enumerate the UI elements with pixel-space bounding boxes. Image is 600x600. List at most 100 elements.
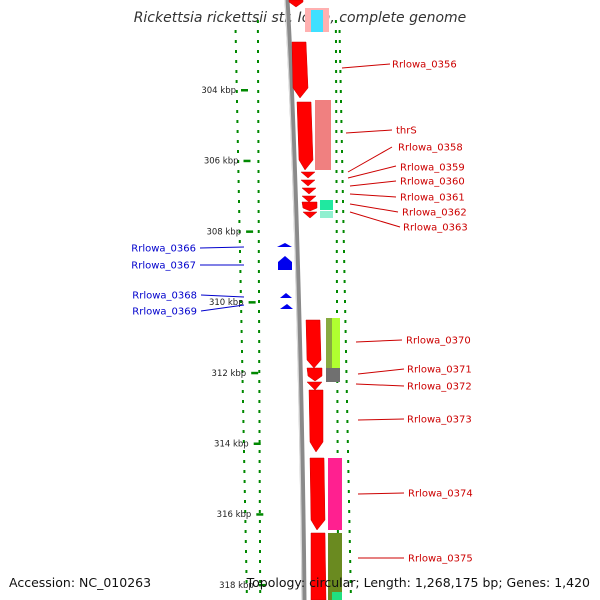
leader-line xyxy=(199,246,245,249)
tick-dot xyxy=(241,390,244,393)
tick-dot xyxy=(259,590,262,593)
ruler-tick xyxy=(243,159,251,163)
tick-dot xyxy=(241,350,243,353)
gene-label[interactable]: thrS xyxy=(396,126,417,137)
gene-label[interactable]: Rrlowa_0359 xyxy=(400,163,465,174)
tick-dot xyxy=(340,110,343,113)
gene-label[interactable]: Rrlowa_0371 xyxy=(407,365,472,376)
tick-dot xyxy=(235,60,238,63)
gene-label[interactable]: Rrlowa_0362 xyxy=(402,208,467,219)
gene-label[interactable]: Rrlowa_0375 xyxy=(408,554,473,565)
gene-label[interactable]: Rrlowa_0373 xyxy=(407,415,472,426)
tick-dot xyxy=(335,50,337,53)
tick-dot xyxy=(343,290,346,293)
tick-dot xyxy=(342,220,345,223)
gene-label[interactable]: Rrlowa_0358 xyxy=(398,143,463,154)
tick-dot xyxy=(339,90,342,93)
tick-dot xyxy=(339,80,342,83)
accession-text: Accession: NC_010263 xyxy=(9,575,152,590)
gene-label[interactable]: Rrlowa_0361 xyxy=(400,193,465,204)
tick-dot xyxy=(346,400,348,403)
cds-arrow xyxy=(305,319,322,369)
tick-dot xyxy=(236,120,239,123)
gene-label[interactable]: Rrlowa_0368 xyxy=(132,291,197,302)
gene-label[interactable]: Rrlowa_0356 xyxy=(392,60,457,71)
gene-label[interactable]: Rrlowa_0363 xyxy=(403,223,468,234)
tick-dot xyxy=(258,400,261,403)
tick-dot xyxy=(336,420,339,423)
tick-dot xyxy=(347,470,350,473)
tick-dot xyxy=(335,140,338,143)
cds-arrow xyxy=(306,381,323,391)
tick-dot xyxy=(245,550,247,553)
cds-arrow xyxy=(278,256,292,270)
tick-dot xyxy=(234,30,237,33)
gene-label[interactable]: Rrlowa_0369 xyxy=(132,307,197,318)
gene-label[interactable]: Rrlowa_0366 xyxy=(131,244,196,255)
cog-bar xyxy=(328,533,342,600)
tick-dot xyxy=(238,200,240,203)
cog-bar xyxy=(326,368,340,382)
map-title: Rickettsia rickettsii str. Iowa, complet… xyxy=(133,10,467,26)
tick-dot xyxy=(257,70,260,73)
gene-label[interactable]: Rrlowa_0370 xyxy=(406,336,471,347)
tick-dot xyxy=(335,60,337,63)
tick-dot xyxy=(348,540,351,543)
tick-dot xyxy=(257,270,260,273)
tick-dot xyxy=(242,440,245,443)
ruler-label: 314 kbp xyxy=(214,440,249,450)
tick-dot xyxy=(257,160,260,163)
leader-line xyxy=(349,211,401,228)
tick-dot xyxy=(339,50,341,53)
tick-dot xyxy=(241,370,244,373)
leader-line xyxy=(347,146,393,173)
tick-dot xyxy=(238,210,241,213)
gene-label[interactable]: Rrlowa_0372 xyxy=(407,382,472,393)
tick-dot xyxy=(258,430,261,433)
leader-line xyxy=(345,129,393,134)
tick-dot xyxy=(257,220,260,223)
tick-dot xyxy=(236,110,239,113)
tick-dot xyxy=(257,120,260,123)
tick-dot xyxy=(335,270,338,273)
gene-label[interactable]: Rrlowa_0374 xyxy=(408,489,473,500)
tick-dot xyxy=(244,530,247,533)
tick-dot xyxy=(340,120,343,123)
gene-label[interactable]: Rrlowa_0360 xyxy=(400,177,465,188)
ruler-tick xyxy=(241,89,248,92)
tick-dot xyxy=(245,590,248,593)
tick-dot xyxy=(341,160,344,163)
ruler-label: 306 kbp xyxy=(204,157,239,167)
tick-dot xyxy=(239,270,242,273)
coordinate-ruler: 304 kbp 306 kbp 308 kbp 310 kbp 312 kbp 314 k… xyxy=(201,86,266,591)
tick-dot xyxy=(335,260,338,263)
tick-dot xyxy=(349,560,352,563)
tick-dot xyxy=(336,430,339,433)
tick-dot xyxy=(343,270,346,273)
tick-dot xyxy=(241,380,244,383)
gene-label[interactable]: Rrlowa_0367 xyxy=(131,261,196,272)
tick-dot xyxy=(259,550,261,553)
tick-dot xyxy=(257,80,260,83)
tick-dot xyxy=(242,400,244,403)
tick-dot xyxy=(257,190,260,193)
tick-dot xyxy=(348,530,351,533)
tick-dot xyxy=(334,30,337,33)
tick-dot xyxy=(238,230,241,233)
tick-dot xyxy=(345,380,348,383)
tick-dot xyxy=(256,30,259,33)
tick-dot xyxy=(245,570,248,573)
tick-dot xyxy=(349,590,352,593)
tick-dot xyxy=(259,580,262,583)
tick-dot xyxy=(342,210,345,213)
leader-line xyxy=(355,339,403,343)
tick-dot xyxy=(239,290,242,293)
tick-dot xyxy=(258,310,260,313)
tick-dot xyxy=(235,70,238,73)
tick-dot xyxy=(336,300,338,303)
tick-dot xyxy=(340,100,342,103)
tick-dot xyxy=(336,410,339,413)
leader-line xyxy=(355,383,405,387)
leader-line xyxy=(349,203,399,213)
